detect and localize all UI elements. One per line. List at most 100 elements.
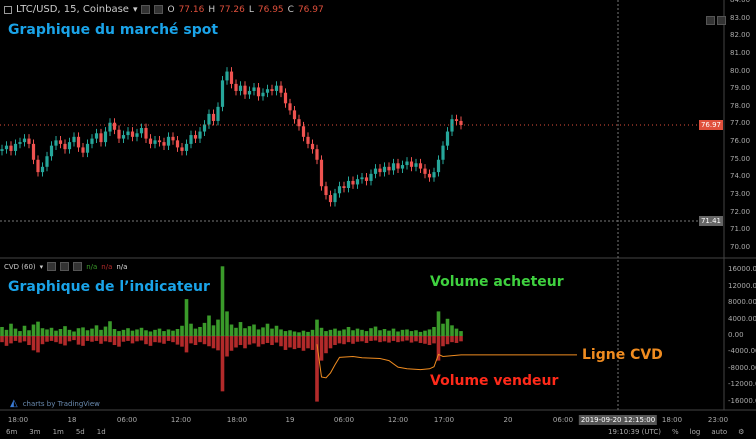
pane-buttons [706,16,726,25]
range-5d[interactable]: 5d [75,428,85,436]
candle-body [175,140,180,148]
candle-body [13,143,18,151]
indicator-name[interactable]: CVD (60) [4,262,36,271]
tradingview-logo-icon: ◭ [10,398,18,409]
candle-body [445,131,450,146]
sell-volume-bar [396,336,400,343]
sell-volume-bar [112,336,117,346]
sell-volume-bar [414,336,418,342]
buy-volume-bar [58,329,63,336]
time-tick-label: 17:00 [433,416,455,424]
buy-volume-bar [454,328,459,336]
candle-body [306,136,310,144]
buy-volume-bar [391,328,396,336]
price-tick-label: 79.00 [730,84,751,93]
eye-icon[interactable] [47,262,57,271]
move-down-icon[interactable] [717,16,726,25]
sell-volume-bar [355,336,360,342]
indicator-tick-label: 0.00 [728,331,744,339]
candle-body [405,161,409,166]
buy-volume-bar [157,328,162,336]
sell-volume-bar [450,336,454,343]
price-tick-label: 81.00 [730,48,751,57]
candle-body [49,145,54,157]
symbol-label[interactable]: LTC/USD, 15, Coinbase [16,4,129,15]
buy-volume-bar [396,331,400,336]
close-value: 76.97 [297,4,324,15]
settings-icon[interactable] [60,262,70,271]
auto-toggle[interactable]: auto [711,428,728,436]
log-toggle[interactable]: log [689,428,701,436]
candle-body [72,136,76,143]
indicator-value-2: n/a [101,262,113,271]
settings-icon[interactable] [154,5,164,14]
price-tick-label: 76.00 [730,137,751,146]
indicator-tick-label: 8000.00 [728,298,756,307]
buy-volume-bar [27,330,31,336]
sell-volume-bar [72,336,76,341]
buy-volume-bar [76,328,81,336]
candle-body [288,103,292,111]
candle-body [351,180,355,185]
candle-body [171,136,175,141]
sell-volume-bar [198,336,202,343]
price-tick-label: 83.00 [730,13,751,22]
buy-volume-bar [72,331,76,336]
candle-body [166,136,171,146]
candle-body [198,131,202,139]
candle-body [310,143,315,150]
candle-body [400,165,405,169]
gear-icon[interactable]: ⚙ [738,428,745,436]
time-tick-label: 06:00 [333,416,355,424]
sell-volume-bar [229,336,234,351]
price-tick-label: 78.00 [730,101,751,110]
candle-body [396,163,400,169]
buy-volume-bar [117,331,121,336]
sell-volume-bar [216,336,220,351]
candle-body [229,71,234,84]
chevron-down-icon[interactable]: ▾ [39,262,44,271]
eye-icon[interactable] [141,5,151,14]
watermark[interactable]: ◭ charts by TradingView [10,398,100,409]
sell-volume-bar [108,336,112,343]
close-icon[interactable] [73,262,83,271]
sell-volume-bar [288,336,292,348]
buy-volume-bar [441,323,445,336]
candle-body [337,186,342,194]
move-up-icon[interactable] [706,16,715,25]
last-price-tag: 76.97 [698,120,723,130]
candle-body [373,168,378,174]
indicator-annotation: Graphique de l’indicateur [8,279,210,295]
range-1m[interactable]: 1m [52,428,64,436]
range-3m[interactable]: 3m [29,428,41,436]
candle-body [441,145,445,160]
candle-body [36,159,40,173]
collapse-icon[interactable] [4,5,12,14]
range-1d[interactable]: 1d [96,428,106,436]
buy-volume-bar [22,325,27,336]
candle-body [387,166,391,171]
range-6m[interactable]: 6m [6,428,18,436]
candle-body [234,83,238,91]
buy-volume-bar [13,328,18,336]
chevron-down-icon[interactable]: ▾ [132,4,138,15]
open-label: O [167,4,175,15]
indicator-header: CVD (60) ▾ n/a n/a n/a [4,262,127,271]
sell-volume-bar [148,336,153,346]
low-value: 76.95 [257,4,284,15]
buy-volume-bar [49,327,54,336]
candle-body [67,142,72,150]
percent-toggle[interactable]: % [672,428,679,436]
candle-body [76,136,81,148]
indicator-tick-label: -16000.00 [728,396,756,405]
buy-volume-bar [184,299,189,336]
sell-volume-bar [117,336,121,347]
sell-volume-bar [382,336,387,342]
sell-volume-bar [126,336,130,341]
buy-volume-bar [342,329,346,336]
price-tick-label: 71.00 [730,225,751,234]
candle-body [99,133,103,143]
indicator-tick-label: 12000.00 [728,281,756,290]
time-tick-label: 20 [503,416,513,424]
